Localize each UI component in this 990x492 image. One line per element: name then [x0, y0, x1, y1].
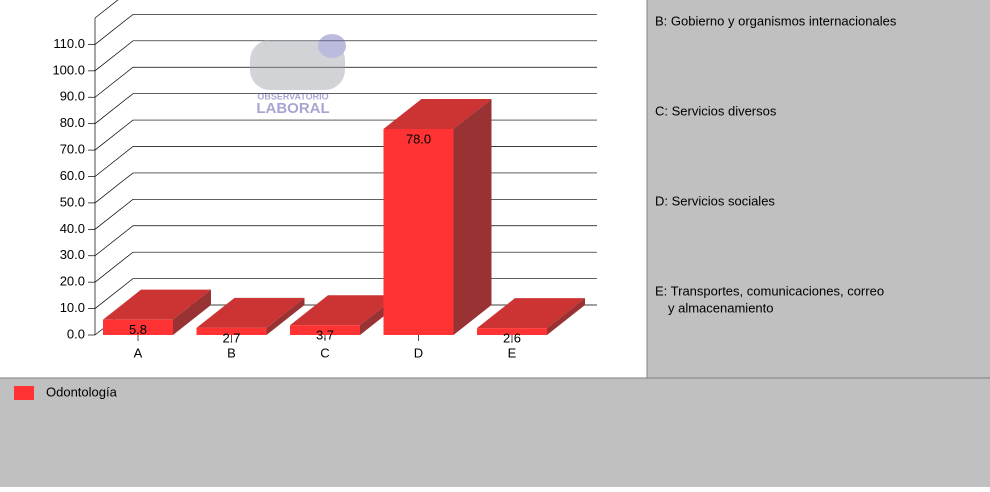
- bar-top: [477, 298, 585, 329]
- grid-line: [94, 0, 119, 19]
- bar: [383, 128, 454, 335]
- watermark-text: OBSERVATORIO: [257, 91, 328, 101]
- y-tick-label: 110.0: [53, 36, 85, 51]
- category-description: y almacenamiento: [668, 300, 774, 315]
- bar-side: [547, 298, 585, 335]
- bar-top: [290, 295, 398, 326]
- bar-side: [266, 297, 305, 335]
- y-tick-label: 100.0: [52, 62, 85, 77]
- watermark-logo: [250, 40, 345, 90]
- bar-side: [173, 289, 211, 335]
- y-tick-label: 40.0: [60, 221, 85, 236]
- category-description: E: Transportes, comunicaciones, correo: [655, 283, 884, 298]
- bar: [290, 325, 360, 335]
- bar: [477, 328, 547, 335]
- grid-line: [94, 66, 597, 98]
- watermark-logo: [318, 34, 346, 58]
- category-description: B: Gobierno y organismos internacionales: [655, 13, 897, 28]
- bar-top: [383, 98, 492, 129]
- y-tick-label: 0.0: [67, 326, 85, 341]
- bar-top: [196, 297, 305, 328]
- y-tick-label: 30.0: [60, 247, 85, 262]
- watermark-text: LABORAL: [256, 100, 329, 117]
- grid-line: [94, 40, 597, 72]
- y-tick-label: 10.0: [60, 300, 85, 315]
- x-tick-label: C: [320, 345, 329, 360]
- value-label: 5.8: [129, 322, 147, 337]
- y-tick-label: 80.0: [60, 115, 85, 130]
- legend-swatch: [14, 386, 34, 400]
- y-tick-label: 20.0: [60, 274, 85, 289]
- bar-top: [103, 289, 211, 320]
- x-tick-label: D: [414, 345, 423, 360]
- grid-line: [94, 93, 597, 124]
- legend-label: Odontología: [46, 384, 118, 399]
- bar: [196, 327, 267, 335]
- y-tick-label: 60.0: [60, 168, 85, 183]
- y-tick-label: 70.0: [60, 142, 85, 157]
- category-description: D: Servicios sociales: [655, 193, 775, 208]
- category-description: C: Servicios diversos: [655, 103, 777, 118]
- bar: [103, 319, 173, 335]
- y-tick-label: 90.0: [60, 89, 85, 104]
- x-tick-label: A: [134, 345, 143, 360]
- bar-side: [453, 98, 492, 335]
- value-label: 78.0: [406, 131, 431, 146]
- x-tick-label: E: [508, 345, 517, 360]
- x-tick-label: B: [227, 345, 236, 360]
- y-tick-label: 50.0: [60, 194, 85, 209]
- grid-line: [94, 14, 597, 45]
